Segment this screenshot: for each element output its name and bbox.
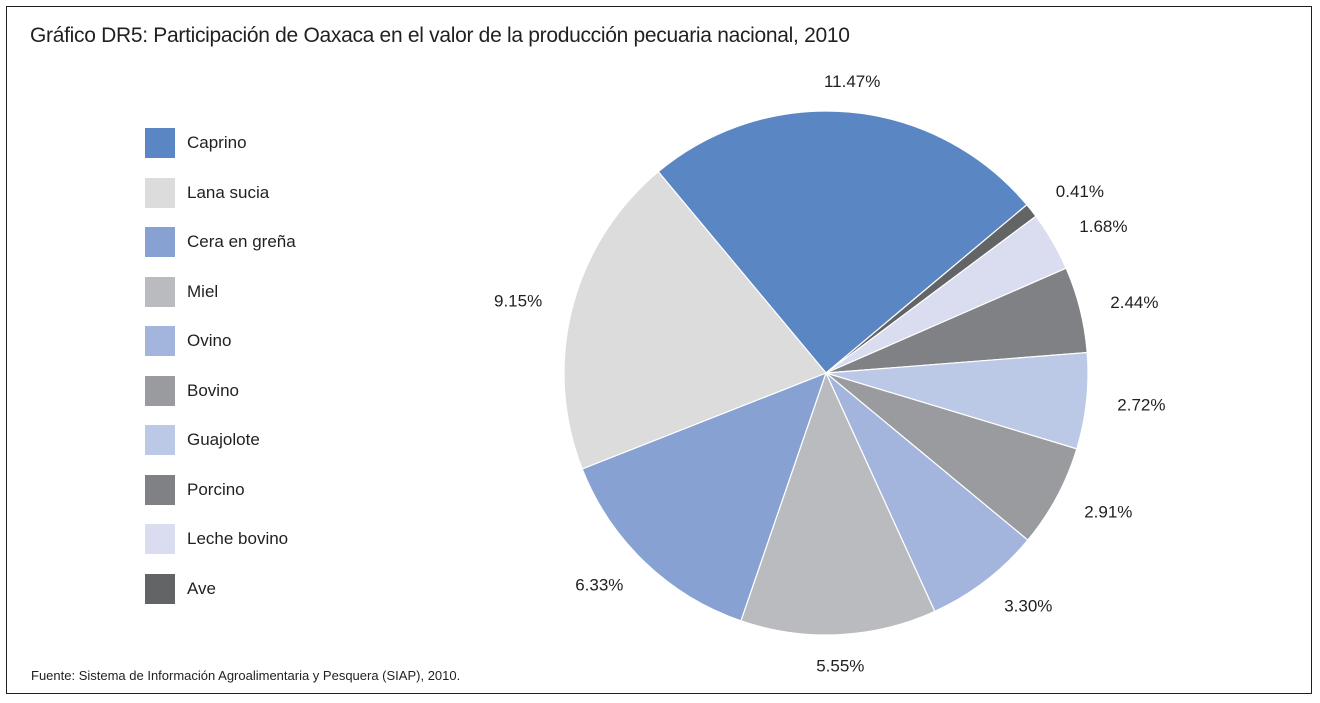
legend-label: Ave: [187, 578, 216, 598]
slice-data-label: 1.68%: [1079, 217, 1127, 236]
legend-label: Lana sucia: [187, 182, 270, 202]
legend-swatch: [145, 474, 175, 505]
legend-label: Leche bovino: [187, 529, 289, 548]
slice-data-label: 2.44%: [1110, 293, 1158, 312]
legend-item: Caprino: [145, 128, 247, 158]
pie-slice: [825, 372, 1029, 613]
slice-data-label: 11.47%: [824, 72, 880, 91]
pie-slice: [581, 371, 827, 622]
legend-swatch: [145, 128, 175, 158]
legend-item: Ave: [145, 573, 216, 604]
legend-item: Leche bovino: [145, 524, 288, 554]
legend-label: Guajolote: [187, 430, 260, 449]
pie-slice: [740, 371, 936, 636]
legend-swatch: [145, 524, 175, 554]
pie-slice: [563, 170, 827, 470]
slice-data-label: 2.91%: [1084, 503, 1132, 522]
slice-data-label: 6.33%: [575, 576, 623, 595]
legend-swatch: [145, 425, 175, 455]
legend-swatch: [145, 573, 175, 604]
legend-item: Ovino: [145, 326, 231, 356]
slice-data-label: 2.72%: [1117, 396, 1165, 415]
legend-swatch: [145, 276, 175, 307]
legend-label: Bovino: [187, 380, 239, 400]
legend-label: Ovino: [187, 331, 232, 350]
legend-label: Caprino: [187, 133, 247, 152]
slice-data-label: 9.15%: [494, 291, 542, 310]
legend-item: Lana sucia: [145, 177, 270, 208]
legend-label: Cera en greña: [187, 232, 296, 251]
slice-data-label: 3.30%: [1004, 597, 1052, 616]
legend-swatch: [145, 375, 175, 406]
legend-swatch: [145, 227, 175, 257]
legend-item: Cera en greña: [145, 227, 296, 257]
legend-item: Porcino: [145, 474, 245, 505]
slice-data-label: 0.41%: [1056, 182, 1104, 201]
legend-swatch: [145, 177, 175, 208]
pie-slice: [657, 110, 1028, 374]
slice-data-label: 5.55%: [816, 657, 864, 676]
legend-item: Miel: [145, 276, 219, 307]
legend-item: Bovino: [145, 375, 239, 406]
legend-item: Guajolote: [145, 425, 260, 455]
source-note: Fuente: Sistema de Información Agroalime…: [31, 668, 461, 683]
legend-label: Porcino: [187, 479, 245, 499]
legend-swatch: [145, 326, 175, 356]
chart-title: Gráfico DR5: Participación de Oaxaca en …: [30, 24, 850, 47]
legend-label: Miel: [187, 281, 219, 301]
